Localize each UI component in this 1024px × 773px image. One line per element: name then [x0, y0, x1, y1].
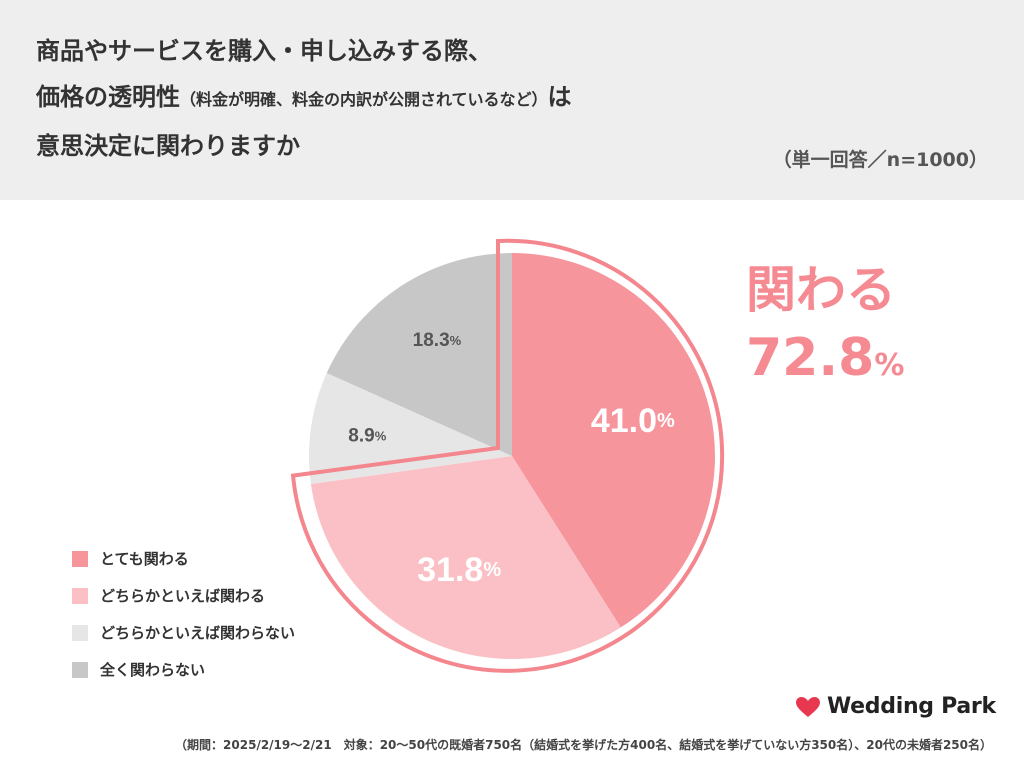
legend-item: とても関わる: [72, 540, 295, 577]
legend-item: どちらかといえば関わらない: [72, 614, 295, 651]
title-line-2-main: 価格の透明性: [36, 83, 180, 111]
legend-item: どちらかといえば関わる: [72, 577, 295, 614]
highlight-callout: 関わる 72.8%: [746, 256, 904, 400]
pie-slice: [310, 456, 621, 659]
legend-swatch: [72, 550, 88, 567]
highlight-label: 関わる: [746, 261, 896, 319]
title-line-2: 価格の透明性（料金が明確、料金の内訳が公開されているなど）は: [36, 74, 572, 123]
header-band: 商品やサービスを購入・申し込みする際、 価格の透明性（料金が明確、料金の内訳が公…: [0, 0, 1024, 200]
slice-value-label: 8.9%: [348, 425, 386, 446]
pie-slice: [309, 373, 512, 484]
response-note: （単一回答／n=1000）: [772, 149, 988, 171]
legend-item: 全く関わらない: [72, 651, 295, 688]
title-line-3: 意思決定に関わりますか: [36, 132, 300, 160]
title-line-1: 商品やサービスを購入・申し込みする際、: [36, 37, 492, 65]
pie-slice: [512, 253, 715, 628]
legend-swatch: [72, 661, 88, 678]
heart-icon: [796, 696, 820, 717]
legend-swatch: [72, 587, 88, 604]
legend-label: とても関わる: [100, 550, 189, 568]
legend-swatch: [72, 624, 88, 641]
chart-title: 商品やサービスを購入・申し込みする際、 価格の透明性（料金が明確、料金の内訳が公…: [36, 28, 572, 169]
slice-value-label: 31.8%: [417, 551, 501, 589]
title-line-2-end: は: [547, 83, 572, 111]
highlight-value-line: 72.8%: [746, 324, 904, 400]
slice-value-label: 41.0%: [591, 402, 675, 440]
brand-logo: Wedding Park: [795, 694, 996, 719]
title-line-2-sub: （料金が明確、料金の内訳が公開されているなど）: [180, 90, 548, 109]
highlight-value: 72.8: [746, 328, 875, 388]
legend-label: どちらかといえば関わらない: [100, 624, 296, 642]
highlight-outline: [290, 238, 725, 673]
slice-value-label: 18.3%: [413, 330, 462, 351]
highlight-unit: %: [874, 348, 905, 383]
legend: とても関わる どちらかといえば関わる どちらかといえば関わらない 全く関わらない: [72, 540, 295, 688]
legend-label: どちらかといえば関わる: [100, 587, 266, 605]
brand-name: Wedding Park: [827, 694, 996, 719]
footnote: （期間：2025/2/19〜2/21 対象：20〜50代の既婚者750名（結婚式…: [175, 738, 992, 752]
legend-label: 全く関わらない: [100, 661, 206, 679]
pie-slice: [326, 252, 512, 456]
